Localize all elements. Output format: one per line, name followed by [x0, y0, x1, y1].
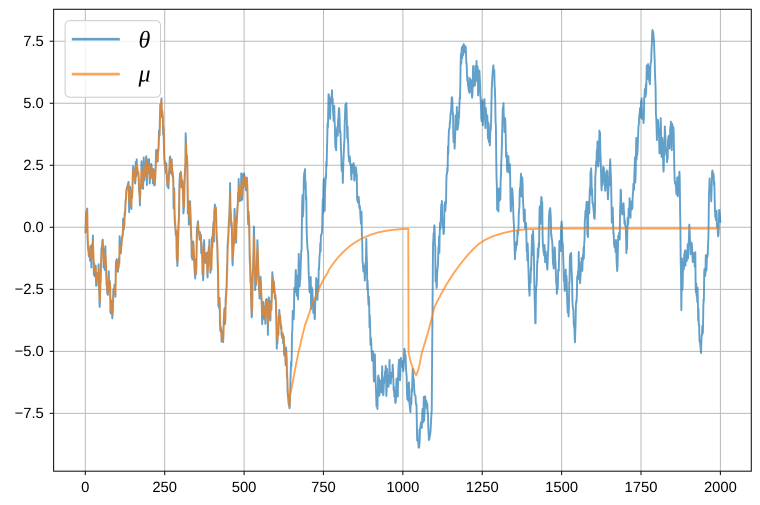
- svg-text:7.5: 7.5: [23, 34, 44, 50]
- svg-text:0: 0: [81, 480, 89, 496]
- svg-text:1000: 1000: [386, 480, 419, 496]
- svg-text:1750: 1750: [625, 480, 658, 496]
- svg-text:250: 250: [152, 480, 177, 496]
- svg-text:θ: θ: [139, 28, 151, 54]
- svg-text:−2.5: −2.5: [15, 282, 44, 298]
- svg-text:μ: μ: [138, 62, 151, 88]
- svg-text:−7.5: −7.5: [15, 406, 44, 422]
- svg-text:500: 500: [232, 480, 257, 496]
- svg-text:1250: 1250: [466, 480, 499, 496]
- svg-text:2.5: 2.5: [23, 158, 44, 174]
- svg-text:0.0: 0.0: [23, 220, 44, 236]
- svg-text:750: 750: [311, 480, 336, 496]
- svg-text:−5.0: −5.0: [15, 344, 44, 360]
- svg-text:5.0: 5.0: [23, 96, 44, 112]
- svg-text:1500: 1500: [545, 480, 578, 496]
- svg-text:2000: 2000: [704, 480, 737, 496]
